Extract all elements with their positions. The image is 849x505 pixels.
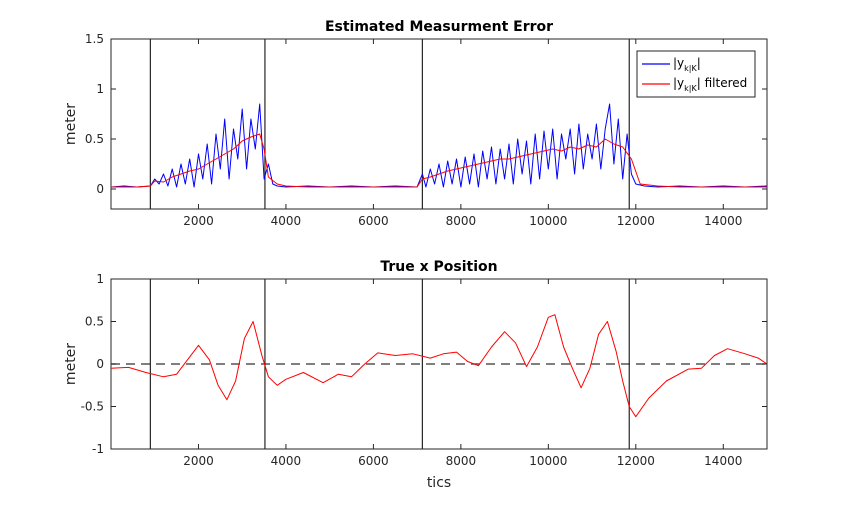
legend-entry-raw-tail: | (697, 56, 701, 70)
error-chart-series-line-1 (111, 133, 767, 188)
legend-entry-filtered-sub: k|K (684, 84, 697, 93)
error-chart-ytick-label: 1 (96, 82, 104, 96)
error-chart-ytick-label: 1.5 (85, 32, 104, 46)
error-chart-xtick-label: 4000 (271, 214, 302, 228)
position-chart-xtick-label: 4000 (271, 454, 302, 468)
error-chart-legend: |yk|K| |yk|K| filtered (636, 50, 756, 98)
position-chart-ylabel: meter (63, 343, 79, 385)
position-chart-title: True x Position (380, 259, 497, 275)
legend-entry-raw-main: |y (673, 56, 684, 70)
position-chart-series-line-0 (110, 314, 768, 418)
position-chart-xtick-label: 10000 (529, 454, 567, 468)
error-chart-y-ticks: 0 0.5 1 1.5 (85, 32, 767, 196)
position-chart-series (110, 314, 768, 418)
error-chart-xtick-label: 14000 (704, 214, 742, 228)
legend-entry-raw: |yk|K| (673, 56, 701, 73)
error-chart-panel: 2000 4000 6000 8000 10000 12000 14000 0 0.5 1 1.5… (63, 19, 768, 228)
error-chart-ytick-label: 0 (96, 182, 104, 196)
legend-entry-filtered: |yk|K| filtered (673, 76, 747, 93)
position-chart-ytick-label: -0.5 (81, 400, 104, 414)
position-chart-xtick-label: 2000 (183, 454, 214, 468)
position-chart-xtick-label: 6000 (358, 454, 389, 468)
position-chart-ytick-label: 0.5 (85, 315, 104, 329)
legend-box (636, 50, 756, 98)
legend-entry-filtered-tail: | filtered (697, 76, 748, 90)
error-chart-xtick-label: 2000 (183, 214, 214, 228)
error-chart-series-line-0 (110, 103, 768, 188)
position-chart-xlabel: tics (427, 475, 451, 491)
error-chart-ytick-label: 0.5 (85, 132, 104, 146)
error-chart-vertical-markers (149, 39, 630, 209)
error-chart-xtick-label: 12000 (617, 214, 655, 228)
position-chart-xtick-label: 8000 (446, 454, 477, 468)
error-chart-series (110, 103, 768, 188)
position-chart-ytick-label: 1 (96, 272, 104, 286)
legend-entry-raw-sub: k|K (684, 64, 697, 73)
position-chart-y-ticks: -1 -0.5 0 0.5 1 (81, 272, 767, 456)
error-chart-xtick-label: 8000 (446, 214, 477, 228)
error-chart-ylabel: meter (63, 103, 79, 145)
position-chart-ytick-label: 0 (96, 357, 104, 371)
position-chart-xtick-label: 14000 (704, 454, 742, 468)
position-chart-x-ticks: 2000 4000 6000 8000 10000 12000 14000 (183, 279, 742, 468)
error-chart-x-ticks: 2000 4000 6000 8000 10000 12000 14000 (183, 39, 742, 228)
position-chart-xtick-label: 12000 (617, 454, 655, 468)
position-chart-ytick-label: -1 (92, 442, 104, 456)
error-chart-xtick-label: 6000 (358, 214, 389, 228)
error-chart-xtick-label: 10000 (529, 214, 567, 228)
position-chart-panel: 2000 4000 6000 8000 10000 12000 14000 -1 -0.5 0 0… (63, 259, 768, 491)
error-chart-title: Estimated Measurment Error (325, 19, 553, 35)
legend-entry-filtered-main: |y (673, 76, 684, 90)
